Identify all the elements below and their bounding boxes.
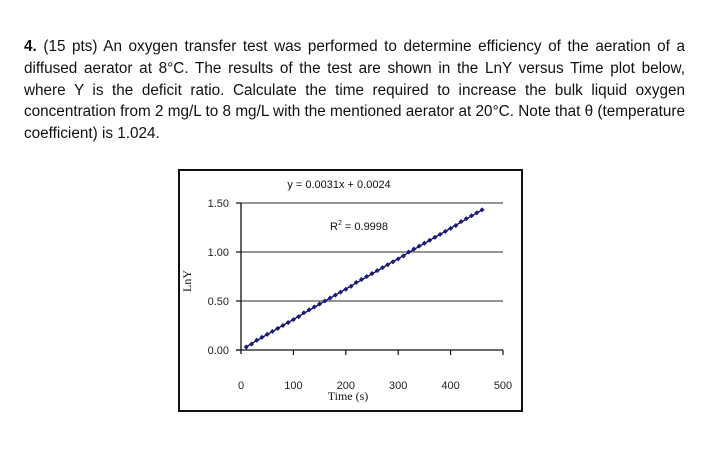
- question-points: (15 pts): [43, 38, 98, 55]
- y-axis-title: LnY: [180, 270, 194, 292]
- axes: [236, 202, 504, 355]
- data-point: [374, 268, 380, 274]
- data-point: [322, 298, 328, 304]
- x-tick-label: 500: [494, 380, 512, 392]
- x-tick-label: 0: [238, 380, 244, 392]
- data-point: [311, 304, 317, 310]
- data-point: [332, 292, 338, 298]
- y-tick-label: 0.50: [208, 296, 229, 308]
- x-tick-label: 100: [284, 380, 302, 392]
- data-point: [448, 225, 454, 232]
- x-tick-label: 400: [441, 380, 459, 392]
- data-point: [395, 256, 401, 262]
- question-body: An oxygen transfer test was performed to…: [24, 38, 686, 143]
- question-text: 4. (15 pts) An oxygen transfer test was …: [24, 36, 685, 145]
- data-point: [385, 262, 391, 268]
- lny-vs-time-chart: 0.00 0.50 1.00 1.50 0 100 200 300 400 500 y = 0.0…: [180, 179, 513, 403]
- data-point: [301, 310, 307, 316]
- trendline-equation: y = 0.0031x + 0.0024: [287, 179, 390, 191]
- data-point: [437, 231, 443, 237]
- data-point: [479, 207, 485, 213]
- data-point: [280, 322, 286, 329]
- tick-labels: 0.00 0.50 1.00 1.50 0 100 200 300 400 500: [208, 198, 513, 392]
- data-point: [254, 337, 260, 343]
- x-tick-label: 300: [389, 380, 407, 392]
- gridlines: [241, 202, 503, 302]
- x-axis-title: Time (s): [328, 389, 369, 403]
- x-tick-label: 200: [337, 380, 355, 392]
- y-tick-label: 1.00: [208, 247, 229, 259]
- data-point: [390, 259, 396, 265]
- question-number: 4.: [24, 38, 37, 55]
- chart-frame: 0.00 0.50 1.00 1.50 0 100 200 300 400 500 y = 0.0…: [178, 169, 523, 412]
- r-squared-label: R2 = 0.9998: [330, 220, 388, 233]
- data-point: [317, 301, 323, 307]
- y-tick-label: 1.50: [208, 198, 229, 210]
- data-point: [379, 265, 386, 271]
- trendline: [245, 209, 483, 348]
- data-point: [463, 216, 469, 222]
- data-point: [432, 234, 438, 240]
- data-point: [358, 276, 365, 282]
- y-tick-label: 0.00: [208, 345, 229, 357]
